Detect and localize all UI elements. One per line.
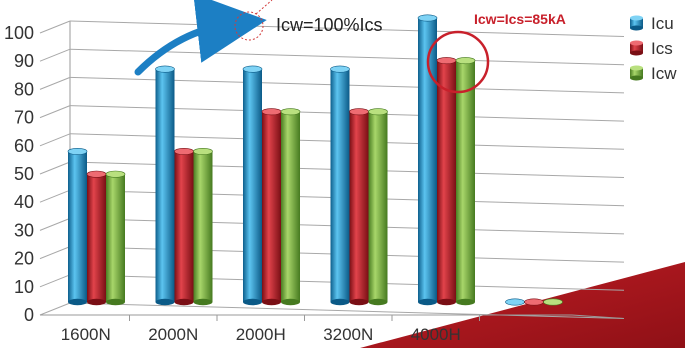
bar-icw bbox=[280, 108, 301, 306]
annotation-red-circle bbox=[426, 30, 490, 94]
bar-ics bbox=[174, 147, 194, 306]
y-tick-label: 100 bbox=[4, 23, 34, 43]
y-tick-label: 20 bbox=[14, 249, 34, 269]
bar-icw bbox=[455, 57, 476, 306]
y-tick-label: 0 bbox=[24, 305, 34, 325]
bar-icu bbox=[417, 14, 438, 306]
x-axis-categories: 1600N 2000N 2000H 3200N 4000H bbox=[61, 315, 480, 344]
gridline-diagonal bbox=[39, 133, 71, 147]
legend-swatch bbox=[630, 18, 643, 28]
bar-icu bbox=[505, 298, 525, 306]
bar-ics bbox=[349, 108, 369, 306]
y-tick-label: 90 bbox=[14, 51, 34, 71]
annotation-text-icw-100-ics: Icw=100%Ics bbox=[276, 15, 383, 35]
legend: Icu Ics Icw bbox=[630, 14, 677, 83]
gridline-diagonal bbox=[39, 274, 71, 288]
legend-swatch bbox=[630, 43, 643, 53]
bar-icw bbox=[193, 147, 213, 306]
legend-swatch bbox=[630, 68, 643, 78]
x-category-label: 4000H bbox=[411, 325, 461, 344]
annotation-dashed-circle bbox=[234, 11, 264, 41]
bar-ics bbox=[524, 298, 544, 306]
gridline bbox=[69, 302, 625, 320]
y-tick-label: 10 bbox=[14, 277, 34, 297]
x-category-label: 3200N bbox=[323, 325, 373, 344]
annotation-arrow bbox=[134, 0, 267, 76]
annotation-dashed-line bbox=[255, 0, 273, 15]
bar-icu bbox=[67, 147, 88, 306]
y-tick-label: 50 bbox=[14, 164, 34, 184]
x-category-label: 1600N bbox=[61, 325, 111, 344]
legend-item-icw: Icw bbox=[630, 64, 677, 83]
floor-edge-right bbox=[571, 314, 625, 320]
bar-icu bbox=[155, 65, 175, 306]
bar-icw bbox=[105, 170, 126, 306]
legend-label: Icw bbox=[651, 64, 677, 83]
bars bbox=[67, 14, 563, 306]
bar-ics bbox=[261, 108, 282, 306]
gridline-diagonal bbox=[39, 189, 71, 203]
gridline-diagonal bbox=[39, 217, 71, 231]
y-axis-ticks: 0 10 20 30 40 50 60 70 80 90 100 bbox=[4, 23, 34, 325]
gridline bbox=[69, 20, 625, 38]
gridline-diagonal bbox=[39, 161, 71, 175]
gridline-diagonal bbox=[39, 76, 71, 90]
annotation-text-icw-ics-85ka: Icw=Ics=85kA bbox=[474, 11, 566, 27]
gridline-diagonal bbox=[39, 302, 71, 316]
y-tick-label: 30 bbox=[14, 220, 34, 240]
gridline-diagonal bbox=[39, 20, 71, 34]
y-tick-label: 80 bbox=[14, 79, 34, 99]
bar-icu bbox=[330, 65, 350, 306]
gridline-diagonal bbox=[39, 246, 71, 260]
y-tick-label: 70 bbox=[14, 108, 34, 128]
decorative-wedge bbox=[360, 262, 685, 348]
gridline-diagonal bbox=[39, 105, 71, 119]
bar-icu bbox=[242, 65, 263, 306]
legend-label: Icu bbox=[651, 14, 674, 33]
x-category-label: 2000H bbox=[236, 325, 286, 344]
bar-ics bbox=[86, 170, 107, 306]
legend-item-ics: Ics bbox=[630, 39, 673, 58]
legend-label: Ics bbox=[651, 39, 673, 58]
y-tick-label: 60 bbox=[14, 136, 34, 156]
y-tick-label: 40 bbox=[14, 192, 34, 212]
gridline-diagonal bbox=[39, 48, 71, 62]
bar-icw bbox=[368, 108, 388, 306]
bar-ics bbox=[436, 57, 457, 306]
x-category-label: 2000N bbox=[148, 325, 198, 344]
legend-item-icu: Icu bbox=[630, 14, 674, 33]
bar-icw bbox=[543, 298, 563, 306]
